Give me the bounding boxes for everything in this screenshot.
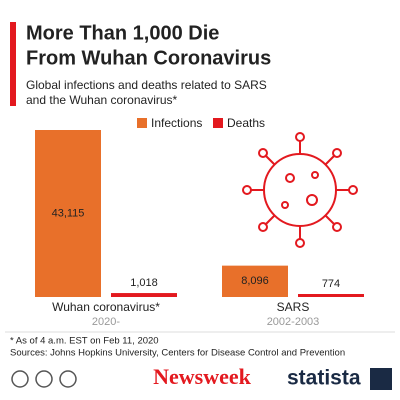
- legend-swatch: [213, 118, 223, 128]
- value-label: 774: [322, 278, 340, 290]
- bar: [298, 294, 364, 297]
- bar: [111, 293, 177, 297]
- legend-label: Deaths: [227, 116, 265, 130]
- value-label: 1,018: [130, 277, 158, 289]
- bar: [35, 130, 101, 297]
- chart-title: More Than 1,000 Die: [26, 22, 219, 44]
- virus-icon: [242, 132, 358, 248]
- note: Sources: Johns Hopkins University, Cente…: [10, 348, 345, 359]
- license-icons: [11, 370, 77, 388]
- x-tick-label: Wuhan coronavirus*: [52, 300, 160, 314]
- note: * As of 4 a.m. EST on Feb 11, 2020: [10, 336, 159, 347]
- statista-logo: statista: [287, 367, 361, 390]
- legend-swatch: [137, 118, 147, 128]
- chart-subtitle: Global infections and deaths related to …: [26, 78, 267, 92]
- x-tick-label: SARS: [277, 300, 310, 314]
- bar: [222, 265, 288, 297]
- value-label: 8,096: [241, 275, 269, 287]
- chart-title: From Wuhan Coronavirus: [26, 47, 271, 69]
- value-label: 43,115: [52, 207, 85, 219]
- title-accent: [10, 22, 16, 106]
- newsweek-logo: Newsweek: [153, 364, 252, 389]
- legend-label: Infections: [151, 116, 202, 130]
- chart-subtitle: and the Wuhan coronavirus*: [26, 93, 178, 107]
- statista-mark: [370, 368, 392, 390]
- x-tick-sublabel: 2002-2003: [267, 316, 320, 328]
- x-tick-sublabel: 2020-: [92, 316, 120, 328]
